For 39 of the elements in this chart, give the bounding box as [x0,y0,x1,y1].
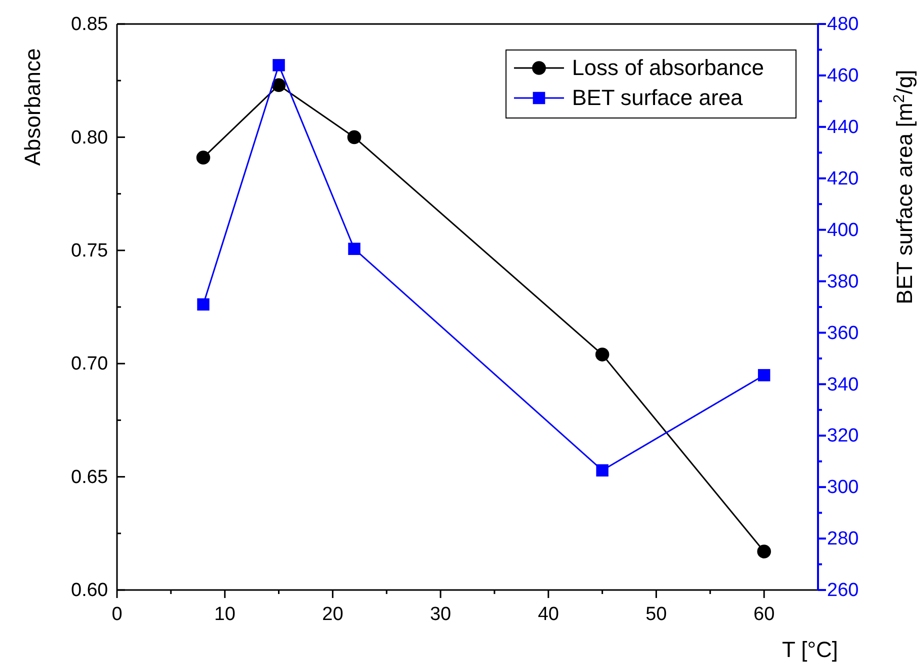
y2-tick-label: 380 [827,271,859,292]
y2-tick-label: 300 [827,477,859,498]
x-tick-label: 0 [112,604,122,625]
point [758,369,770,382]
point [197,298,210,311]
point [272,78,286,92]
point [272,59,285,72]
y2-tick-label: 440 [827,116,859,138]
y-tick-label: 0.65 [71,466,108,488]
point [196,150,210,164]
y2-tick-label: 420 [827,168,859,190]
x-tick-label: 10 [214,604,236,625]
y2-tick-label: 360 [827,322,859,344]
y2-tick-label: 260 [827,580,859,602]
x-tick-label: 30 [430,604,452,625]
legend-label: Loss of absorbance [572,55,764,80]
y-tick-label: 0.85 [71,14,108,36]
y2-tick-label: 280 [827,528,859,550]
y-tick-label: 0.60 [71,580,108,602]
point [596,464,608,476]
x-tick-label: 20 [322,604,344,625]
y-tick-label: 0.75 [71,240,108,262]
x-axis-title: T [°C] [782,637,838,662]
y2-tick-label: 340 [827,374,859,396]
legend-label: BET surface area [572,85,744,110]
point [595,348,610,362]
x-tick-label: 60 [754,604,775,625]
point [347,130,362,144]
y-tick-label: 0.80 [71,127,108,148]
y2-tick-label: 480 [827,14,859,36]
y-tick-label: 0.70 [71,354,108,375]
y2-tick-label: 460 [827,66,859,87]
x-tick-label: 50 [646,604,667,625]
y2-tick-label: 400 [827,220,859,241]
y2-tick-label: 320 [827,426,859,447]
y-axis-title: Absorbance [20,48,45,166]
point [757,544,771,558]
x-tick-label: 40 [538,604,559,625]
point [348,242,360,255]
